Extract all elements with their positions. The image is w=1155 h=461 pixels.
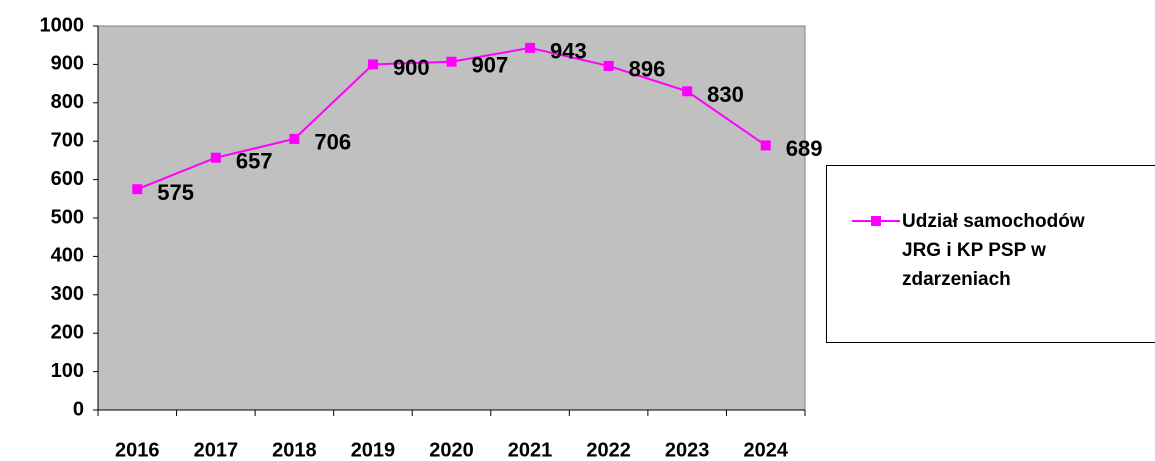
x-tick-label: 2024 [743,439,788,461]
marker [132,184,143,195]
y-tick-label: 700 [51,129,84,151]
data-label: 689 [786,136,823,161]
x-tick-label: 2022 [586,439,631,461]
legend-box [826,165,1155,343]
marker [603,60,614,71]
marker [525,42,536,53]
x-tick-label: 2016 [115,439,160,461]
data-label: 900 [393,55,430,80]
marker [682,86,693,97]
data-label: 575 [157,180,194,205]
legend-marker [871,216,881,226]
y-tick-label: 300 [51,283,84,305]
x-tick-label: 2019 [351,439,396,461]
marker [289,133,300,144]
data-label: 830 [707,82,744,107]
data-label: 896 [629,57,666,82]
marker [760,140,771,151]
marker [367,59,378,70]
x-tick-label: 2020 [429,439,474,461]
y-tick-label: 0 [73,398,84,420]
data-label: 706 [314,130,351,155]
x-tick-label: 2018 [272,439,317,461]
data-label: 657 [236,149,273,174]
marker [446,56,457,67]
marker [210,152,221,163]
y-tick-label: 100 [51,360,84,382]
data-label: 943 [550,39,587,64]
y-tick-label: 400 [51,245,84,267]
y-tick-label: 900 [51,53,84,75]
y-tick-label: 600 [51,168,84,190]
y-tick-label: 800 [51,91,84,113]
legend-label: Udział samochodów JRG i KP PSP w zdarzen… [902,211,1085,290]
y-tick-label: 1000 [40,14,85,36]
y-tick-label: 200 [51,321,84,343]
x-tick-label: 2021 [508,439,553,461]
x-tick-label: 2023 [665,439,710,461]
y-tick-label: 500 [51,206,84,228]
x-tick-label: 2017 [194,439,239,461]
plot-area [97,25,806,411]
data-label: 907 [472,53,509,78]
